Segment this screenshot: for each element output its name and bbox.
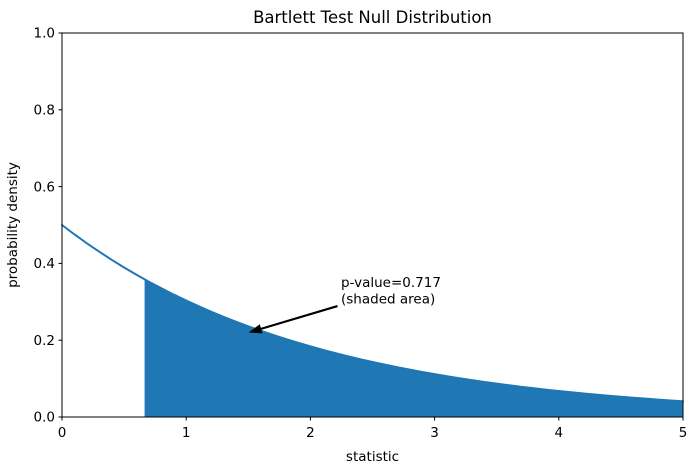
chart-title: Bartlett Test Null Distribution (253, 8, 492, 27)
x-axis-label: statistic (346, 449, 399, 465)
annotation-line-1: p-value=0.717 (341, 275, 441, 291)
x-tick-label: 2 (306, 425, 315, 441)
plot-border (61, 32, 684, 418)
y-tick-label: 0.0 (34, 410, 55, 426)
x-tick-label: 1 (182, 425, 191, 441)
y-tick-label: 1.0 (34, 26, 55, 42)
x-tick-label: 5 (679, 425, 688, 441)
y-axis: 0.0 0.2 0.4 0.6 0.8 1.0 (34, 26, 62, 426)
annotation: p-value=0.717 (shaded area) (248, 275, 441, 334)
y-tick-label: 0.2 (34, 333, 55, 349)
arrow-head (248, 324, 263, 334)
y-tick-label: 0.4 (34, 256, 55, 272)
annotation-arrow-icon (248, 304, 338, 334)
x-tick-label: 3 (430, 425, 439, 441)
x-axis: 0 1 2 3 4 5 (58, 417, 688, 441)
x-tick-label: 0 (58, 425, 67, 441)
x-tick-label: 4 (555, 425, 564, 441)
y-axis-label: probability density (5, 162, 21, 288)
shaded-area (144, 279, 684, 417)
arrow-shaft (258, 304, 338, 331)
y-tick-label: 0.6 (34, 179, 55, 195)
annotation-line-2: (shaded area) (341, 292, 435, 308)
y-tick-label: 0.8 (34, 103, 55, 119)
density-curve-line (61, 224, 684, 403)
